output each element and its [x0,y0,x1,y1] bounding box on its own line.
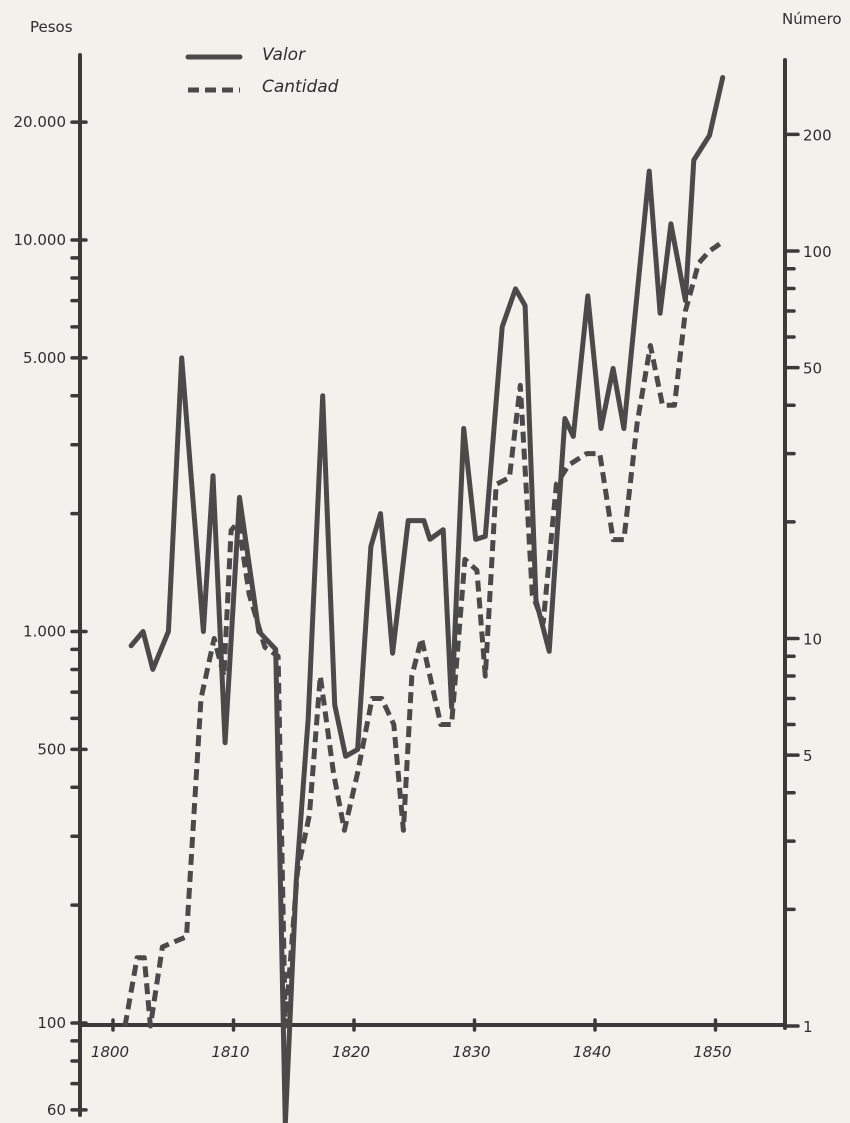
x-tick-label: 1850 [693,1043,731,1061]
x-tick-label: 1800 [91,1043,129,1061]
right-tick-label: 50 [803,360,822,378]
x-tick-label: 1810 [211,1043,249,1061]
left-tick-label: 100 [37,1014,66,1032]
x-tick-label: 1840 [573,1043,611,1061]
x-tick-label: 1820 [332,1043,370,1061]
right-axis-title: Número [782,10,842,28]
legend: Valor Cantidad [185,45,339,97]
legend-label-cantidad: Cantidad [262,77,339,97]
left-tick-label: 500 [37,740,66,758]
right-axis-ticks: 1 5 10 50 100 200 [783,126,832,1036]
right-tick-label: 10 [803,631,822,649]
series-line-valor [128,75,726,1123]
x-tick-label: 1830 [452,1043,490,1061]
left-tick-label: 20.000 [14,113,67,131]
right-tick-label: 1 [803,1018,813,1036]
left-tick-label: 10.000 [14,231,67,249]
left-axis-ticks: 60 100 500 1.000 5.000 10.000 20.000 [14,113,88,1119]
right-tick-label: 200 [803,126,832,144]
legend-label-valor: Valor [262,45,306,65]
left-tick-label: 1.000 [23,623,66,641]
left-axis-title: Pesos [30,18,73,36]
right-tick-label: 5 [803,747,813,765]
right-tick-label: 100 [803,243,832,261]
x-axis-ticks: 1800 1810 1820 1830 1840 1850 [91,1018,732,1061]
left-tick-label: 60 [47,1101,66,1119]
left-tick-label: 5.000 [23,349,66,367]
